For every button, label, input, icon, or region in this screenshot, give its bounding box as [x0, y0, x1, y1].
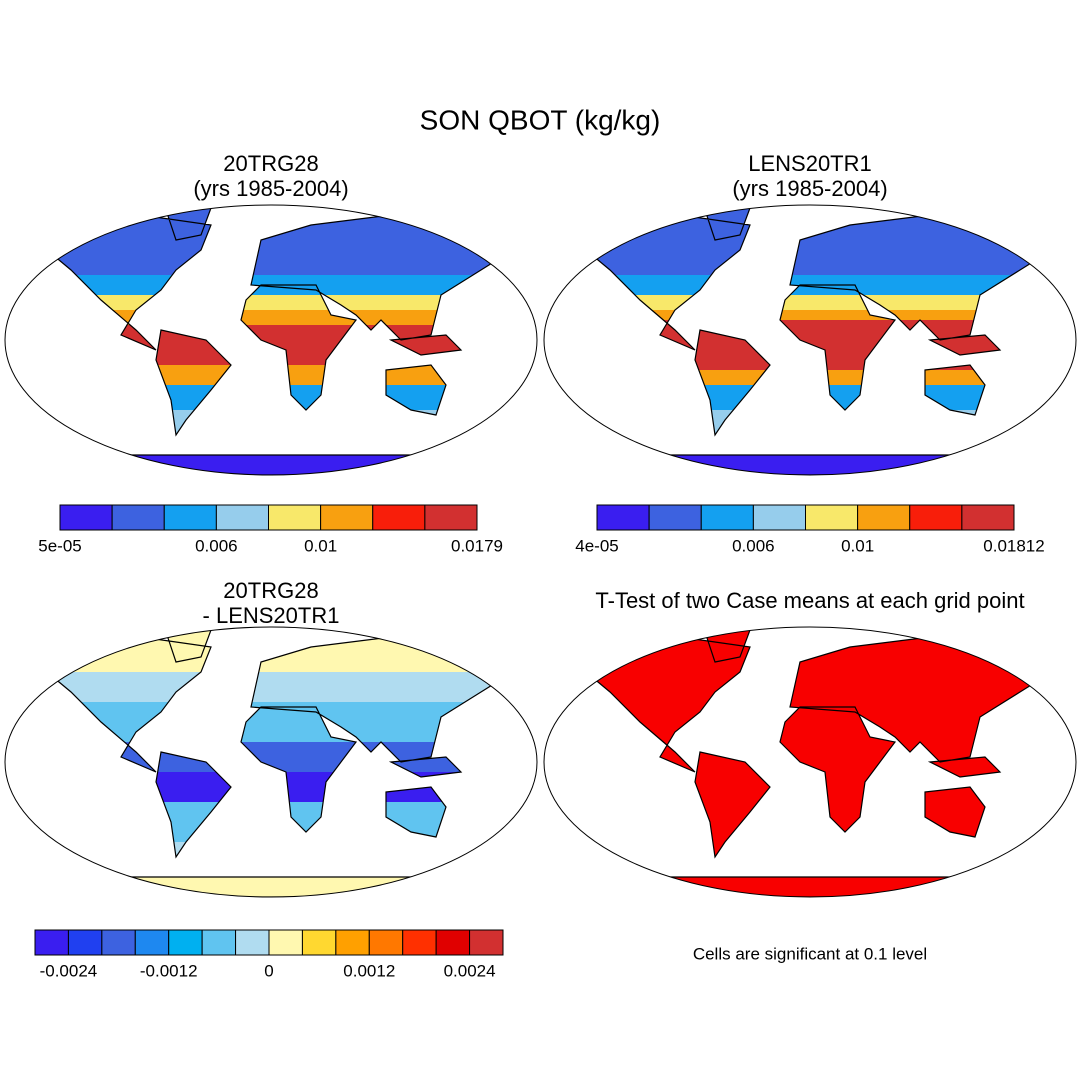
- colorbar-box: [201, 929, 237, 956]
- colorbar-label: 0.01812: [983, 536, 1044, 555]
- panel-note: Cells are significant at 0.1 level: [693, 944, 927, 963]
- map: [543, 204, 1077, 476]
- colorbar-label: 0.006: [732, 536, 775, 555]
- figure-title: SON QBOT (kg/kg): [420, 104, 661, 135]
- colorbar-box: [435, 929, 471, 956]
- map: [543, 626, 1077, 898]
- colorbar-box: [909, 504, 963, 531]
- colorbar-box: [215, 504, 269, 531]
- colorbar-box: [168, 929, 203, 956]
- map-border: [4, 204, 538, 476]
- colorbar-box: [424, 504, 478, 531]
- colorbar-box: [648, 504, 702, 531]
- colorbar-box: [268, 504, 322, 531]
- colorbar-label: 0.006: [195, 536, 238, 555]
- colorbar-box: [700, 504, 754, 531]
- colorbar-box: [752, 504, 806, 531]
- colorbar-label: 0.0024: [444, 961, 496, 980]
- colorbar-box: [320, 504, 374, 531]
- panel-title: 20TRG28: [223, 578, 318, 603]
- colorbar-box: [59, 504, 113, 531]
- colorbar-box: [372, 504, 426, 531]
- colorbar-box: [235, 929, 270, 956]
- land-shading: [580, 310, 1060, 320]
- colorbar-box: [368, 929, 404, 956]
- colorbar-label: 5e-05: [38, 536, 81, 555]
- panel-title: LENS20TR1: [748, 151, 872, 176]
- panel-subtitle: (yrs 1985-2004): [732, 176, 887, 201]
- map-border: [4, 626, 538, 898]
- colorbar-label: 0.0012: [343, 961, 395, 980]
- colorbar-label: 0.0179: [451, 536, 503, 555]
- colorbar-label: 0.01: [304, 536, 337, 555]
- panel-title: 20TRG28: [223, 151, 318, 176]
- panel-subtitle: (yrs 1985-2004): [193, 176, 348, 201]
- colorbar-box: [67, 929, 103, 956]
- colorbar-box: [857, 504, 911, 531]
- colorbar-label: 0: [264, 961, 273, 980]
- colorbar-box: [469, 929, 504, 956]
- panel-subtitle: - LENS20TR1: [203, 603, 340, 628]
- colorbar-box: [268, 929, 303, 956]
- colorbar-box: [111, 504, 165, 531]
- map-border: [543, 626, 1077, 898]
- colorbar-box: [805, 504, 859, 531]
- colorbar-box: [961, 504, 1015, 531]
- colorbar-box: [402, 929, 437, 956]
- colorbar-box: [34, 929, 69, 956]
- land-shading: [41, 672, 521, 702]
- colorbar-box: [101, 929, 136, 956]
- colorbar-box: [335, 929, 370, 956]
- colorbar-box: [301, 929, 337, 956]
- map: [4, 204, 538, 476]
- colorbar-box: [163, 504, 217, 531]
- colorbar-label: -0.0012: [140, 961, 198, 980]
- colorbar-label: -0.0024: [40, 961, 98, 980]
- colorbar-label: 4e-05: [575, 536, 618, 555]
- map: [4, 626, 538, 898]
- colorbar-label: 0.01: [841, 536, 874, 555]
- colorbar-box: [596, 504, 650, 531]
- map-border: [543, 204, 1077, 476]
- colorbar-box: [134, 929, 170, 956]
- panel-title: T-Test of two Case means at each grid po…: [595, 588, 1024, 613]
